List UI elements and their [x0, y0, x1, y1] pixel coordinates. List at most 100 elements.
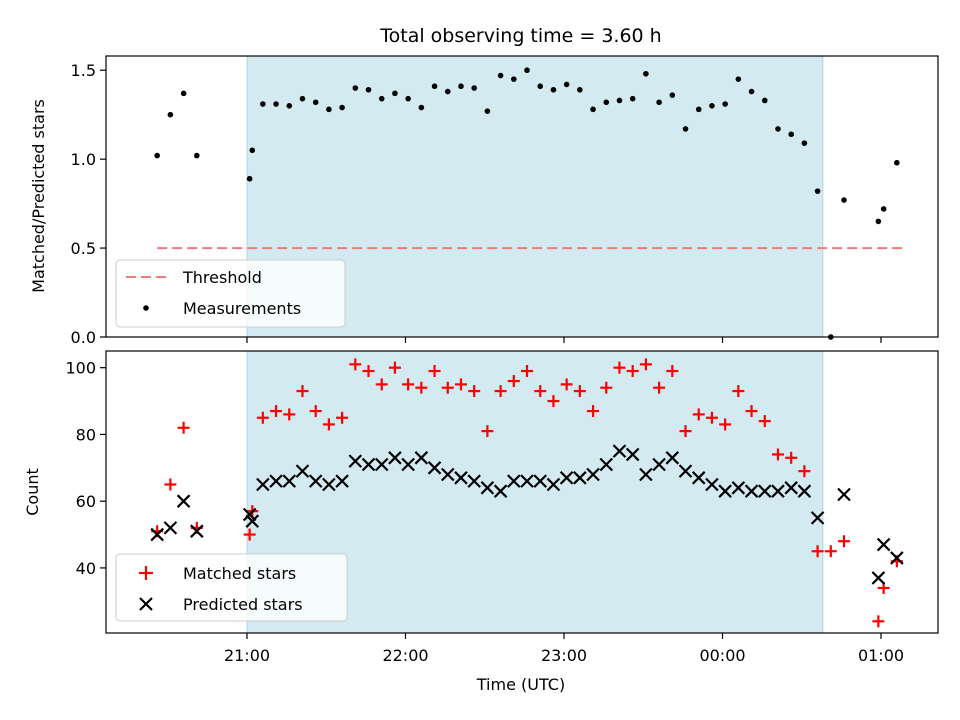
matched-star-point — [798, 465, 811, 478]
matched-star-point — [507, 375, 520, 388]
bottom-legend-box — [115, 553, 348, 622]
matched-star-point — [600, 381, 613, 394]
measurement-point — [260, 101, 266, 107]
measurement-point — [669, 92, 676, 98]
predicted-star-point — [599, 457, 614, 472]
matched-star-point — [494, 385, 507, 398]
matched-star-point — [388, 361, 401, 374]
predicted-star-point — [784, 481, 798, 495]
bottom-y-ticks: 40 60 80 100 — [65, 359, 106, 578]
bottom-panel: 40 60 80 100 21:00 22:00 23:00 00:00 01:00 Coun… — [23, 350, 939, 694]
measurement-point — [563, 81, 570, 88]
measurement-point — [643, 70, 649, 77]
y-tick-label: 0.0 — [71, 328, 96, 347]
matched-star-point — [177, 421, 190, 434]
measurement-point — [194, 152, 200, 159]
predicted-star-point — [652, 457, 666, 472]
matched-star-point — [758, 415, 771, 428]
measurement-point — [814, 188, 821, 194]
matched-star-point — [283, 408, 296, 421]
predicted-star-point — [665, 451, 680, 465]
measurement-point — [378, 95, 385, 102]
x-tick-label: 22:00 — [382, 646, 428, 665]
predicted-star-point — [718, 484, 732, 498]
y-tick-label: 1.5 — [71, 61, 96, 80]
bottom-y-axis-label: Count — [23, 468, 42, 516]
matched-star-point — [824, 545, 837, 558]
matched-star-point — [745, 405, 758, 418]
y-tick-label: 40 — [76, 559, 96, 578]
measurement-point — [339, 104, 345, 111]
matched-star-point — [375, 378, 388, 391]
matched-star-point — [243, 528, 256, 541]
predicted-star-point — [493, 484, 508, 498]
top-legend: Threshold Measurements — [115, 259, 346, 328]
measurement-point — [299, 95, 306, 102]
measurement-point — [695, 106, 702, 113]
measurement-point — [352, 85, 359, 91]
matched-star-point — [838, 535, 851, 548]
top-y-ticks: 0.0 0.5 1.0 1.5 — [71, 61, 106, 347]
matched-star-point — [679, 425, 692, 438]
matched-star-point — [573, 385, 586, 398]
predicted-star-point — [163, 521, 178, 535]
measurement-point — [418, 104, 425, 111]
x-tick-label: 23:00 — [541, 646, 587, 665]
matched-star-point — [336, 411, 349, 424]
matched-star-point — [164, 478, 177, 491]
predicted-star-point — [559, 471, 574, 485]
matched-star-point — [719, 418, 732, 431]
measurement-point — [249, 147, 256, 154]
matched-star-point — [639, 358, 652, 371]
matched-star-point — [692, 408, 705, 421]
matched-star-point — [296, 385, 309, 398]
predicted-star-point — [586, 467, 600, 482]
legend-measurement-swatch — [143, 305, 149, 311]
measurement-point — [365, 86, 372, 93]
predicted-star-point — [797, 484, 812, 498]
measurement-point — [273, 101, 279, 107]
predicted-star-point — [837, 487, 851, 502]
matched-star-point — [256, 411, 269, 424]
measurement-point — [497, 72, 504, 79]
predicted-star-point — [401, 457, 415, 472]
matched-star-point — [309, 405, 322, 418]
chart-title: Total observing time = 3.60 h — [379, 25, 661, 47]
top-y-axis-label: Matched/Predicted stars — [29, 99, 48, 293]
matched-star-point — [534, 385, 547, 398]
predicted-star-point — [440, 467, 455, 482]
predicted-star-point — [480, 481, 495, 495]
predicted-star-point — [256, 477, 270, 492]
predicted-star-point — [427, 461, 442, 475]
matched-star-point — [666, 365, 679, 378]
matched-star-point — [587, 405, 600, 418]
measurement-point — [405, 95, 411, 102]
predicted-star-point — [520, 474, 534, 488]
matched-star-point — [785, 451, 798, 464]
measurement-point — [511, 76, 517, 82]
measurement-point — [326, 106, 332, 113]
measurement-points — [154, 67, 900, 340]
predicted-star-point — [348, 454, 363, 468]
matched-star-point — [705, 411, 718, 424]
measurement-point — [880, 206, 887, 212]
measurement-point — [167, 111, 174, 118]
y-tick-label: 1.0 — [71, 150, 96, 169]
predicted-star-point — [388, 451, 402, 465]
bottom-legend: Matched stars Predicted stars — [115, 553, 348, 622]
matched-star-point — [362, 365, 375, 378]
matched-star-point — [521, 365, 534, 378]
predicted-star-point — [546, 477, 561, 492]
matched-star-point — [415, 381, 428, 394]
measurement-point — [788, 131, 794, 138]
matched-star-point — [441, 381, 454, 394]
predicted-star-point — [691, 471, 706, 485]
predicted-star-point — [269, 474, 283, 488]
measurement-point — [894, 159, 900, 166]
predicted-star-point — [245, 514, 260, 528]
measurement-point — [656, 99, 662, 106]
measurement-point — [180, 90, 187, 97]
measurement-point — [392, 90, 398, 97]
measurement-point — [286, 102, 293, 109]
